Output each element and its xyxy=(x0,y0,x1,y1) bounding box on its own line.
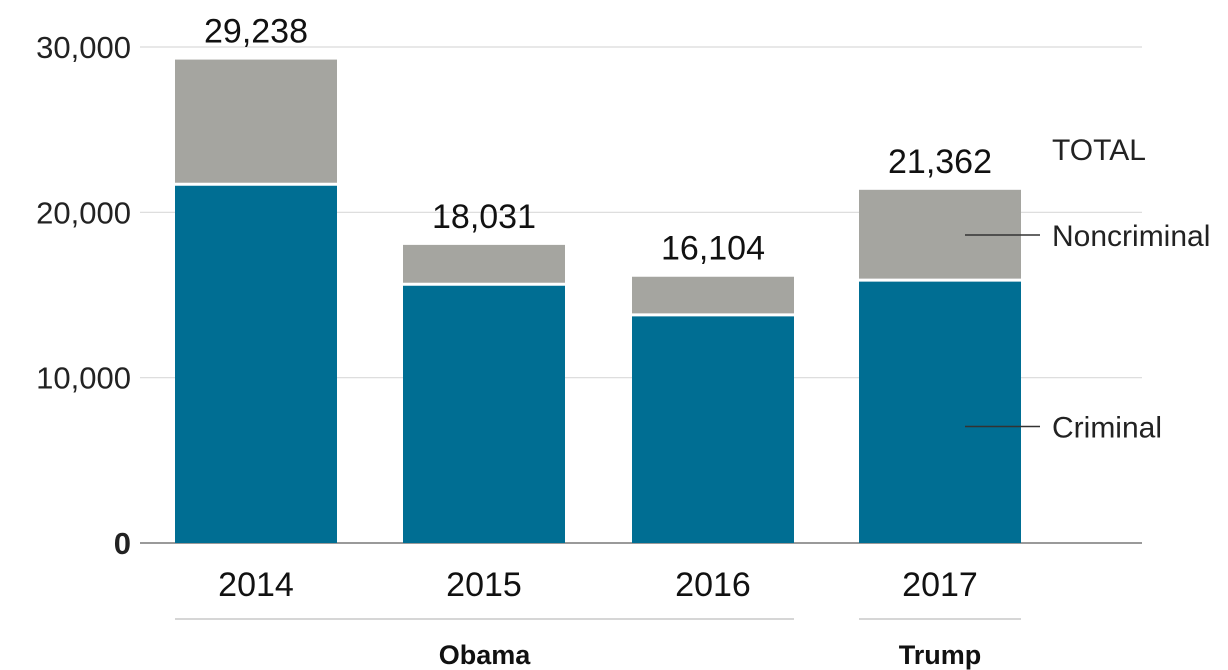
y-tick-label: 20,000 xyxy=(36,195,131,230)
group-label-trump: Trump xyxy=(899,640,982,670)
y-tick-label: 30,000 xyxy=(36,30,131,65)
bar-2016-noncriminal xyxy=(632,276,794,315)
total-label-2016: 16,104 xyxy=(661,230,765,268)
total-label-2015: 18,031 xyxy=(432,198,536,236)
x-tick-label-2014: 2014 xyxy=(218,566,294,604)
legend-label-noncriminal: Noncriminal xyxy=(1052,220,1210,253)
bar-2015-noncriminal xyxy=(403,244,565,285)
total-marker-label: TOTAL xyxy=(1052,134,1146,167)
bar-2016-criminal xyxy=(632,314,794,543)
x-tick-label-2017: 2017 xyxy=(902,566,978,604)
x-tick-label-2016: 2016 xyxy=(675,566,751,604)
total-label-2014: 29,238 xyxy=(204,13,308,51)
x-axis-tick-labels: 2014 2015 2016 2017 xyxy=(218,566,978,604)
x-tick-label-2015: 2015 xyxy=(446,566,522,604)
legend-label-criminal: Criminal xyxy=(1052,412,1162,445)
y-axis-tick-labels: 0 10,000 20,000 30,000 xyxy=(36,30,131,561)
bar-2014-criminal xyxy=(175,184,337,543)
president-groups: Obama Trump xyxy=(175,618,1021,670)
inline-legend: TOTAL Criminal Noncriminal xyxy=(965,134,1210,445)
y-tick-label: 0 xyxy=(114,526,131,561)
bar-2015-criminal xyxy=(403,284,565,543)
group-label-obama: Obama xyxy=(439,640,532,670)
bars xyxy=(175,59,1021,543)
y-tick-label: 10,000 xyxy=(36,361,131,396)
bar-2017-criminal xyxy=(859,280,1021,543)
total-labels: 29,238 18,031 16,104 21,362 xyxy=(204,13,992,268)
bar-2014-noncriminal xyxy=(175,59,337,185)
total-label-2017: 21,362 xyxy=(888,143,992,181)
